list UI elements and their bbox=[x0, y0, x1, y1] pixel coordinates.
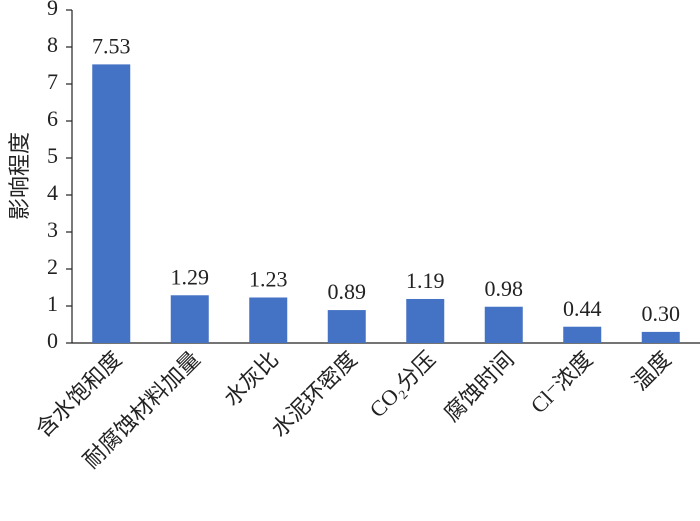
value-label: 7.53 bbox=[92, 33, 131, 58]
x-tick-label: 水泥环密度 bbox=[266, 346, 361, 441]
bar bbox=[92, 64, 131, 343]
y-axis-label: 影响程度 bbox=[7, 132, 32, 220]
y-tick-label: 0 bbox=[47, 328, 58, 353]
value-label: 0.98 bbox=[485, 276, 524, 301]
value-label: 1.29 bbox=[171, 264, 210, 289]
y-tick-label: 7 bbox=[47, 69, 58, 94]
value-label: 1.19 bbox=[406, 268, 445, 293]
bar bbox=[249, 297, 288, 343]
x-tick-label: 温度 bbox=[627, 346, 676, 395]
y-tick-label: 6 bbox=[47, 106, 58, 131]
value-label: 0.89 bbox=[328, 279, 367, 304]
y-tick-label: 3 bbox=[47, 217, 58, 242]
y-tick-label: 9 bbox=[47, 0, 58, 20]
y-tick-label: 2 bbox=[47, 254, 58, 279]
bar bbox=[563, 326, 602, 343]
value-label: 0.44 bbox=[563, 296, 602, 321]
x-tick-label: Cl⁻浓度 bbox=[526, 346, 598, 418]
y-tick-label: 4 bbox=[47, 180, 58, 205]
bar bbox=[170, 295, 209, 343]
bar bbox=[327, 310, 366, 343]
bar bbox=[641, 331, 680, 343]
bar bbox=[484, 306, 523, 343]
value-label: 0.30 bbox=[642, 301, 681, 326]
y-tick-label: 8 bbox=[47, 32, 58, 57]
bar bbox=[406, 298, 445, 343]
x-tick-label: CO₂分压 bbox=[365, 346, 441, 422]
x-tick-label: 腐蚀时间 bbox=[439, 346, 519, 426]
y-tick-label: 1 bbox=[47, 291, 58, 316]
x-tick-label: 水灰比 bbox=[219, 346, 283, 410]
y-tick-label: 5 bbox=[47, 143, 58, 168]
value-label: 1.23 bbox=[249, 267, 288, 292]
